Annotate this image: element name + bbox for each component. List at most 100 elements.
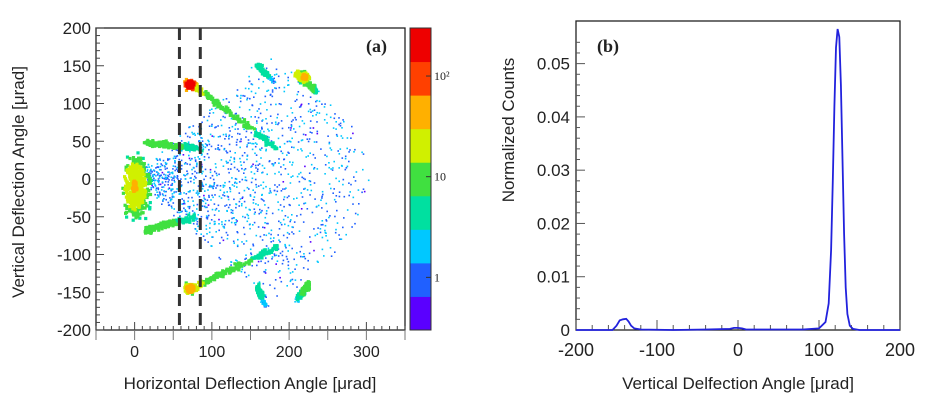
scatter-point [223, 191, 226, 194]
scatter-point [241, 154, 244, 157]
scatter-point [259, 103, 262, 105]
scatter-point [277, 234, 279, 236]
scatter-point [306, 280, 310, 284]
scatter-point [294, 72, 298, 76]
scatter-point [321, 190, 324, 193]
scatter-point [215, 101, 219, 105]
scatter-point [265, 296, 267, 298]
scatter-point [335, 195, 338, 197]
scatter-point [253, 221, 256, 224]
scatter-point [248, 109, 251, 111]
scatter-point [224, 138, 226, 140]
scatter-point [161, 186, 163, 188]
scatter-point [195, 219, 197, 221]
scatter-point [204, 190, 206, 192]
scatter-point [176, 177, 178, 179]
scatter-point [277, 248, 280, 250]
scatter-point [228, 180, 231, 183]
scatter-point [184, 174, 186, 177]
scatter-point [209, 95, 213, 99]
scatter-point [167, 188, 170, 190]
scatter-point [271, 81, 273, 83]
scatter-point [179, 192, 182, 194]
scatter-point [228, 171, 230, 174]
scatter-point [165, 177, 167, 179]
scatter-point [148, 229, 152, 233]
scatter-point [165, 223, 169, 227]
scatter-point [168, 187, 171, 189]
scatter-point [165, 178, 167, 180]
scatter-point [181, 210, 183, 213]
scatter-point [198, 192, 200, 194]
scatter-point [320, 148, 322, 150]
scatter-point [348, 151, 350, 153]
scatter-point [249, 258, 253, 262]
scatter-point [315, 100, 317, 103]
scatter-point [323, 119, 326, 121]
scatter-point [286, 115, 289, 117]
scatter-point [158, 175, 161, 177]
scatter-point [293, 258, 295, 261]
scatter-point [304, 202, 307, 204]
scatter-point [181, 203, 183, 205]
scatter-point [174, 157, 177, 159]
scatter-point [233, 222, 236, 224]
scatter-point [250, 171, 253, 173]
y-tick-label: 200 [63, 19, 91, 38]
scatter-point [259, 133, 263, 137]
scatter-point [296, 175, 299, 178]
scatter-point [206, 119, 209, 122]
scatter-point [357, 213, 359, 216]
scatter-point [155, 187, 158, 189]
scatter-point [294, 301, 296, 303]
scatter-point [280, 150, 282, 153]
scatter-point [349, 149, 351, 151]
scatter-point [187, 196, 190, 199]
scatter-point [330, 255, 333, 257]
scatter-point [252, 256, 256, 260]
scatter-point [332, 192, 334, 194]
scatter-point [211, 186, 214, 189]
scatter-point [261, 128, 263, 130]
scatter-point [193, 182, 195, 184]
scatter-point [276, 190, 279, 193]
scatter-point [256, 122, 258, 124]
scatter-point [261, 209, 263, 212]
scatter-point [186, 170, 188, 172]
scatter-point [192, 222, 195, 225]
scatter-point [236, 231, 239, 234]
scatter-point [222, 186, 225, 188]
scatter-point [203, 280, 207, 284]
scatter-point [325, 232, 327, 234]
scatter-point [246, 97, 249, 99]
scatter-point [131, 218, 135, 222]
scatter-point [227, 109, 231, 113]
scatter-point [234, 262, 239, 266]
scatter-point [159, 165, 162, 168]
scatter-point [241, 178, 244, 181]
scatter-point [299, 213, 302, 216]
y-tick-label: 0 [561, 321, 570, 340]
scatter-point [309, 131, 312, 133]
scatter-point [328, 162, 330, 164]
scatter-point [188, 154, 190, 157]
scatter-point [357, 189, 360, 191]
scatter-point [318, 100, 321, 103]
scatter-point [153, 182, 156, 185]
scatter-point [250, 166, 252, 168]
scatter-point [257, 168, 259, 170]
scatter-point [154, 193, 156, 196]
scatter-point [201, 153, 203, 155]
scatter-point [297, 149, 299, 151]
scatter-point [234, 177, 237, 180]
scatter-point [167, 201, 170, 204]
scatter-point [214, 163, 217, 165]
scatter-point [243, 226, 245, 229]
scatter-point [248, 87, 250, 90]
scatter-point [240, 140, 242, 143]
scatter-point [237, 128, 239, 130]
scatter-point [262, 80, 265, 83]
scatter-point [168, 179, 170, 181]
scatter-point [323, 255, 325, 257]
scatter-point [142, 141, 146, 145]
